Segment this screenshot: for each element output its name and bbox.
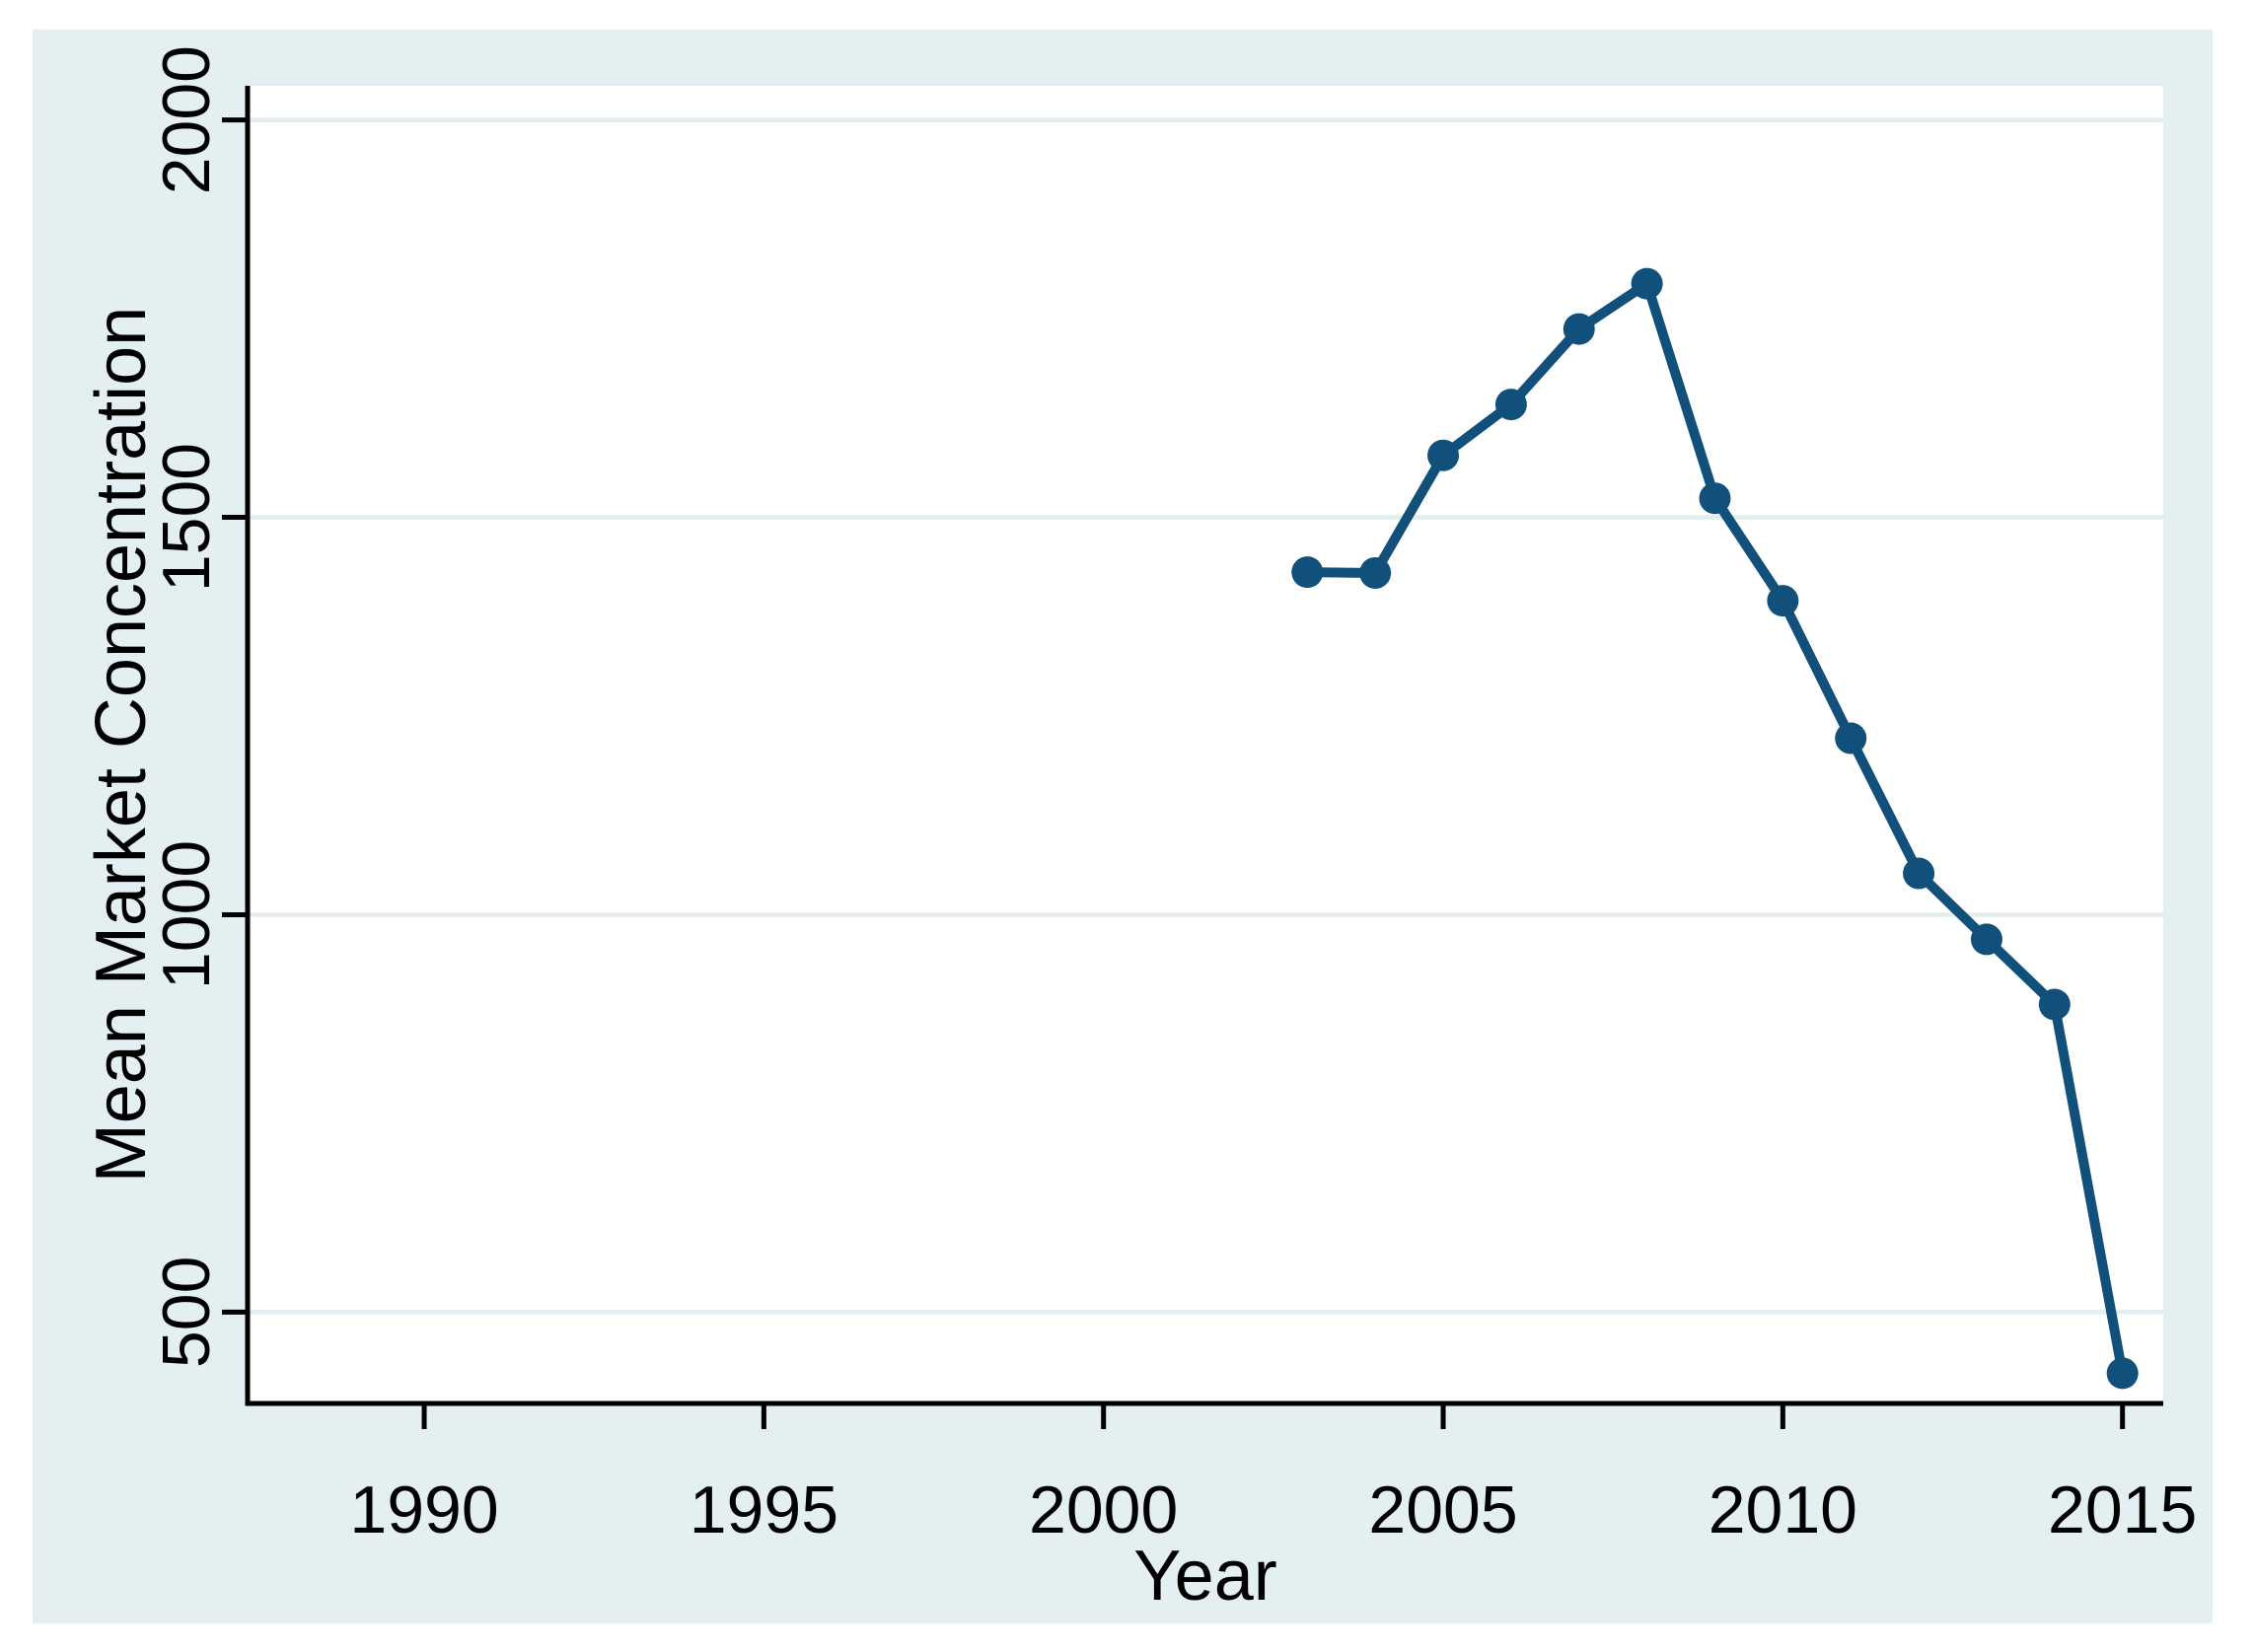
y-tick-label: 2000 [149,45,224,194]
x-axis-title: Year [1133,1537,1276,1616]
data-point-marker [1291,556,1324,589]
series-markers [1291,267,2139,1390]
data-point-marker [2106,1357,2139,1390]
data-point-marker [1427,439,1460,471]
data-point-marker [1835,722,1867,754]
axis-lines [245,86,2163,1406]
data-point-marker [1359,556,1392,589]
y-axis-tick-labels: 500 1000 1500 2000 [149,45,224,1368]
y-tick-label: 500 [149,1257,224,1368]
data-point-marker [1494,389,1527,421]
y-tick-label: 1500 [149,443,224,592]
y-tick-label: 1000 [149,840,224,989]
data-point-marker [1563,313,1595,345]
data-point-marker [1699,482,1731,515]
x-tick-label: 2000 [1029,1472,1178,1547]
data-point-marker [1903,857,1935,890]
plot-area [248,86,2163,1403]
x-tick-label: 2015 [2048,1472,2197,1547]
y-axis-title: Mean Market Concentration [82,307,161,1183]
data-point-marker [2038,988,2071,1021]
data-point-marker [1631,267,1663,300]
y-gridlines [248,117,2163,1315]
data-point-marker [1767,585,1799,617]
y-axis-ticks [222,117,248,1315]
x-tick-label: 1995 [690,1472,838,1547]
x-tick-label: 2010 [1709,1472,1857,1547]
x-axis-ticks [421,1403,2126,1429]
data-point-marker [1970,923,2002,956]
x-tick-label: 1990 [349,1472,498,1547]
x-tick-label: 2005 [1368,1472,1517,1547]
x-axis-tick-labels: 1990 1995 2000 2005 2010 2015 [349,1472,2197,1547]
